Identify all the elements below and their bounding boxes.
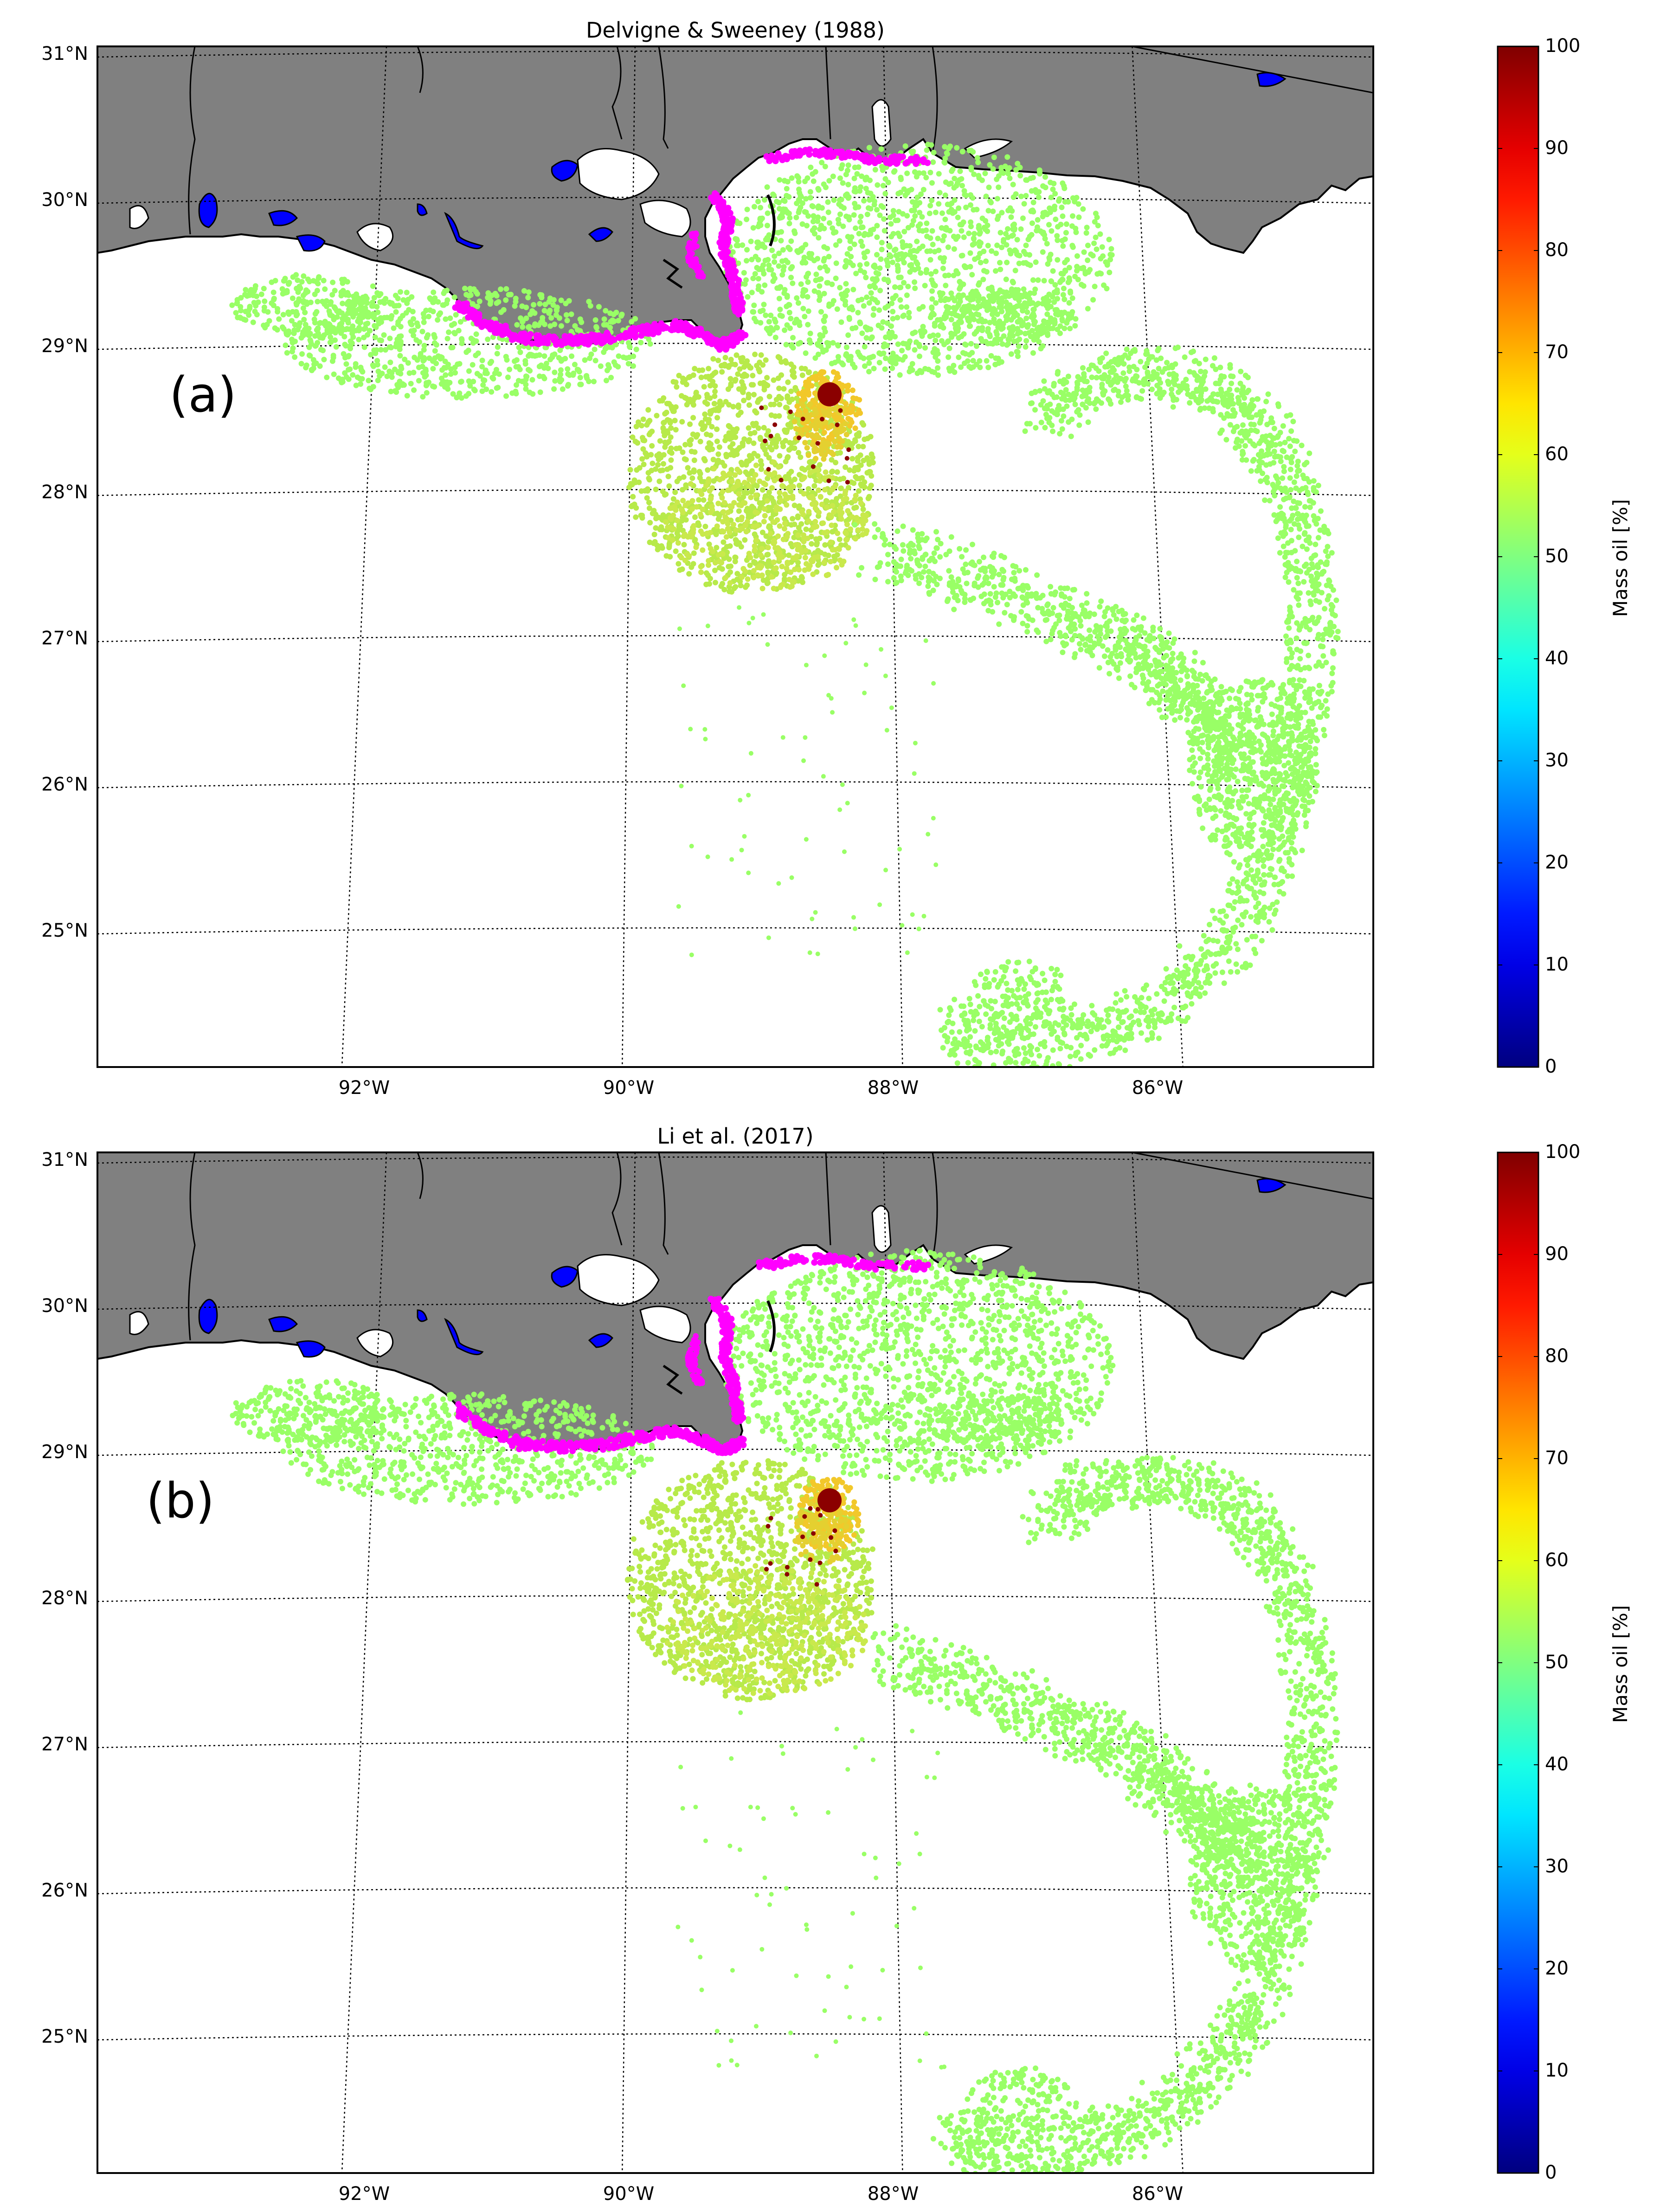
lon-label: 86°W: [1132, 2183, 1184, 2205]
land-mass: [97, 1152, 1373, 1453]
lat-label: 30°N: [41, 1295, 88, 1317]
colorbar-tick: 80: [1545, 239, 1569, 261]
colorbar-tick: 90: [1545, 137, 1569, 159]
lon-label: 88°W: [867, 1077, 919, 1099]
spill-source: [817, 1488, 842, 1512]
lake-2: [296, 234, 326, 252]
oil-particles: [230, 1247, 1340, 2173]
lat-label: 29°N: [41, 335, 88, 357]
colorbar-tick: 10: [1545, 954, 1569, 975]
lat-label: 25°N: [41, 920, 88, 941]
colorbar-tick: 90: [1545, 1243, 1569, 1265]
lon-label: 90°W: [603, 2183, 655, 2205]
lake-3: [417, 203, 428, 216]
map-a: [97, 45, 1539, 1068]
lon-label: 90°W: [603, 1077, 655, 1099]
lat-label: 27°N: [41, 628, 88, 649]
panel-title: Delvigne & Sweeney (1988): [586, 18, 885, 43]
panel-label: (b): [146, 1473, 215, 1529]
panel-a: Delvigne & Sweeney (1988) (a) 31°N 30°N 29°N…: [41, 18, 1632, 1099]
land-mass: [97, 46, 1373, 347]
colorbar-tick: 70: [1545, 1447, 1569, 1469]
panel-label: (a): [169, 367, 237, 423]
colorbar-tick: 80: [1545, 1345, 1569, 1367]
lat-label: 29°N: [41, 1441, 88, 1463]
colorbar-tick: 30: [1545, 750, 1569, 771]
colorbar-tick: 20: [1545, 1958, 1569, 1979]
lat-label: 28°N: [41, 1588, 88, 1609]
lat-label: 30°N: [41, 189, 88, 211]
lake-0: [198, 193, 218, 228]
colorbar-tick: 70: [1545, 341, 1569, 363]
lat-label: 25°N: [41, 2026, 88, 2047]
colorbar-tick: 50: [1545, 1652, 1569, 1673]
lake-6: [588, 1333, 613, 1348]
lat-label: 26°N: [41, 774, 88, 795]
colorbar-tick: 10: [1545, 2060, 1569, 2081]
lat-label: 31°N: [41, 1149, 88, 1170]
lake-0: [198, 1299, 218, 1334]
colorbar-tick: 60: [1545, 1550, 1569, 1571]
lon-label: 86°W: [1132, 1077, 1184, 1099]
lake-1: [268, 210, 298, 226]
panel-b: Li et al. (2017) (b) 31°N 30°N 29°N 28°N 27°N 2…: [0, 1106, 1673, 2212]
colorbar-b: [1497, 1151, 1539, 2174]
lake-4: [444, 212, 484, 250]
colorbar-tick: 20: [1545, 852, 1569, 873]
lake-6: [588, 227, 613, 242]
colorbar-tick: 100: [1545, 35, 1581, 57]
lake-5: [551, 160, 579, 182]
colorbar-tick: 100: [1545, 1141, 1581, 1163]
lake-5: [551, 1266, 579, 1288]
colorbar-label: Mass oil [%]: [1609, 499, 1632, 617]
map-b: [97, 1151, 1539, 2174]
colorbar-tick: 30: [1545, 1856, 1569, 1877]
colorbar-tick: 0: [1545, 2162, 1557, 2183]
colorbar-tick: 40: [1545, 1754, 1569, 1775]
oil-particles: [229, 141, 1341, 1067]
lake-2: [296, 1340, 326, 1358]
colorbar-tick: 40: [1545, 648, 1569, 669]
lon-label: 92°W: [338, 1077, 390, 1099]
lake-4: [444, 1318, 484, 1356]
colorbar-tick: 0: [1545, 1056, 1557, 1077]
lon-label: 92°W: [338, 2183, 390, 2205]
panel-title: Li et al. (2017): [657, 1124, 814, 1149]
lat-label: 31°N: [41, 43, 88, 64]
colorbar-label: Mass oil [%]: [1609, 1605, 1632, 1723]
lat-label: 26°N: [41, 1880, 88, 1901]
colorbar-a: [1497, 45, 1539, 1068]
lake-1: [268, 1316, 298, 1332]
spill-source: [817, 382, 842, 406]
lat-label: 28°N: [41, 482, 88, 503]
colorbar-tick: 50: [1545, 546, 1569, 567]
lake-3: [417, 1309, 428, 1322]
lon-label: 88°W: [867, 2183, 919, 2205]
colorbar-tick: 60: [1545, 444, 1569, 465]
lat-label: 27°N: [41, 1734, 88, 1755]
